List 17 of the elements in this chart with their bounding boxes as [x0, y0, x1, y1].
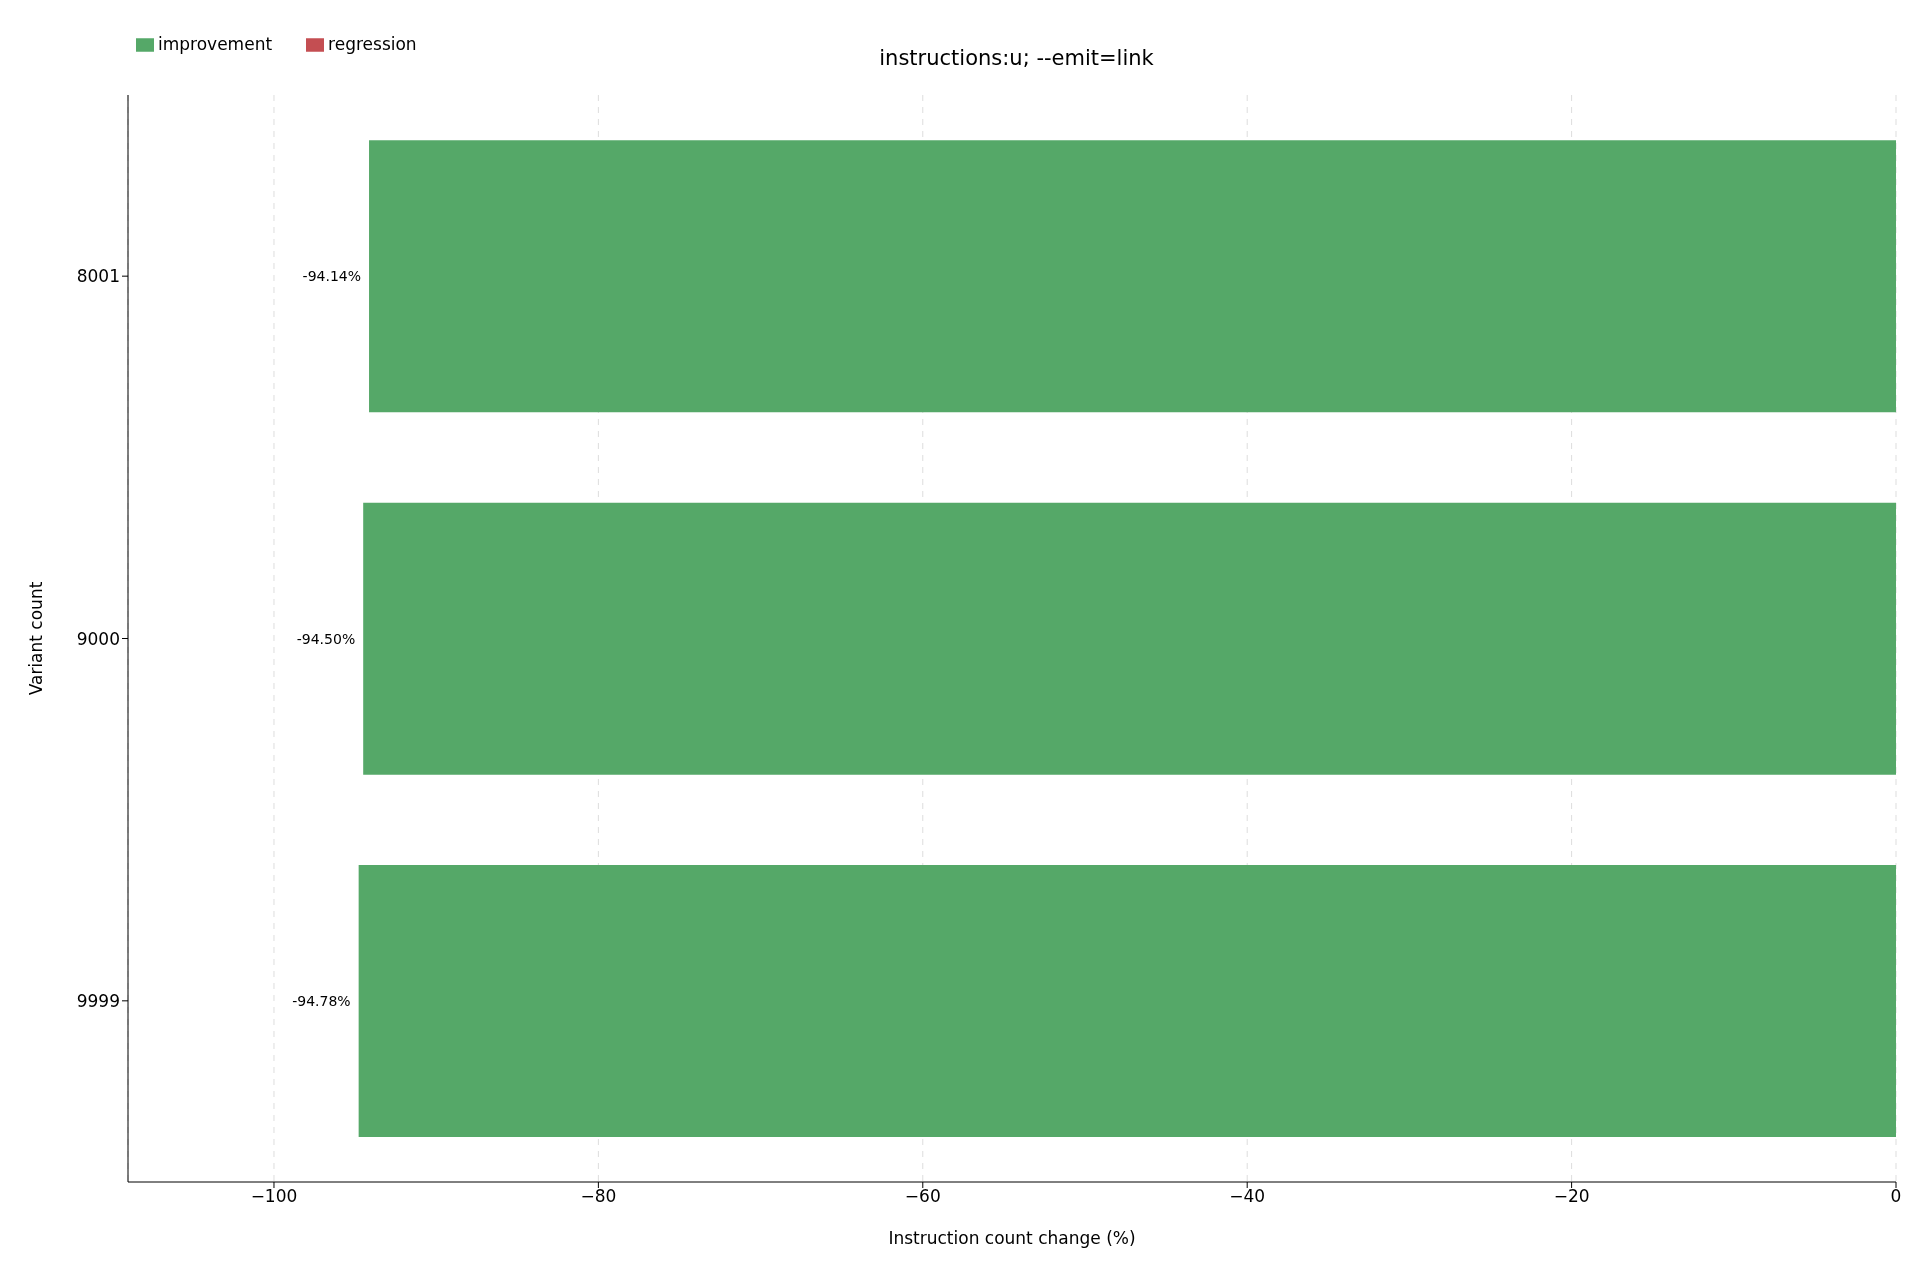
data-label: -94.14%: [302, 268, 362, 285]
chart-title: instructions:u; --emit=link: [879, 46, 1154, 70]
y-tick-label: 8001: [76, 266, 120, 287]
y-tick-label: 9000: [76, 628, 120, 649]
x-axis-title: Instruction count change (%): [888, 1228, 1136, 1248]
legend-label: improvement: [158, 34, 273, 54]
x-tick-label: −40: [1229, 1186, 1266, 1207]
data-label: -94.78%: [292, 992, 351, 1009]
x-tick-label: −80: [580, 1186, 617, 1207]
data-label: -94.50%: [296, 630, 356, 647]
y-tick-label: 9999: [76, 990, 120, 1011]
legend-label: regression: [328, 34, 417, 54]
x-tick-label: −100: [250, 1186, 298, 1207]
x-tick-label: −20: [1553, 1186, 1590, 1207]
x-tick-label: −60: [904, 1186, 941, 1207]
y-axis-title: Variant count: [26, 581, 47, 696]
x-tick-label: 0: [1890, 1186, 1902, 1207]
